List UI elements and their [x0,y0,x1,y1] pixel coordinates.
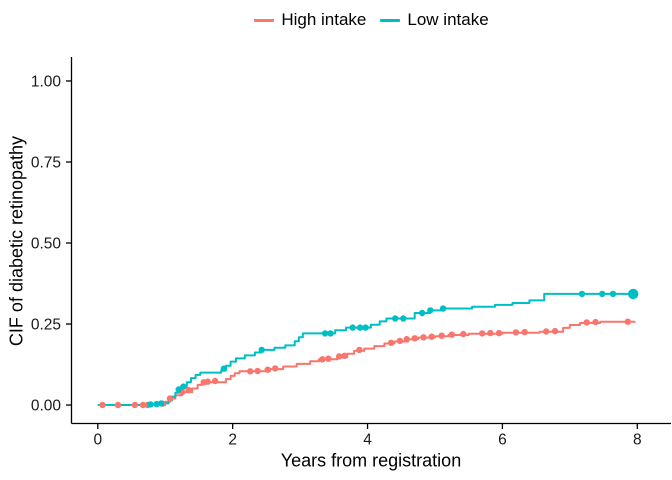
censor-marker-high-intake [114,401,122,409]
censor-marker-low-intake [153,400,160,408]
y-tick-label: 0.75 [31,154,61,171]
legend: High intake Low intake [71,10,672,30]
x-tick-label: 2 [228,432,237,449]
censor-marker-high-intake [592,318,599,326]
censor-marker-low-intake [419,309,426,317]
censor-marker-high-intake [521,328,528,336]
x-tick-label: 4 [363,432,372,449]
censor-marker-high-intake [264,366,271,373]
censor-marker-low-intake [356,324,364,331]
censor-marker-high-intake [543,328,550,335]
censor-marker-high-intake [583,319,590,326]
censor-marker-high-intake [487,329,494,337]
censor-marker-low-intake [599,290,606,298]
censor-marker-high-intake [479,330,486,337]
censor-marker-low-intake [321,330,329,337]
end-marker-low-intake [628,288,639,300]
censor-marker-low-intake [349,324,356,331]
censor-marker-low-intake [175,386,182,393]
legend-label-high-intake: High intake [281,10,367,29]
censor-marker-low-intake [362,324,369,331]
censor-marker-high-intake [99,401,106,409]
censor-marker-high-intake [420,334,427,341]
censor-marker-high-intake [460,330,467,338]
x-axis-title: Years from registration [280,450,462,471]
y-tick-label: 0.00 [31,398,62,415]
censor-marker-high-intake [185,386,192,394]
censor-marker-high-intake [139,401,147,409]
censor-marker-high-intake [272,365,279,372]
censor-marker-high-intake [341,352,348,359]
x-tick-label: 0 [93,432,102,449]
censor-marker-high-intake [166,395,174,402]
y-axis-title: CIF of diabetic retinopathy [6,135,27,347]
censor-marker-high-intake [448,331,455,338]
censor-marker-high-intake [254,367,261,375]
censor-marker-high-intake [131,401,139,409]
censor-marker-low-intake [258,346,265,354]
censor-marker-high-intake [411,335,418,342]
censor-marker-low-intake [427,307,434,314]
censor-marker-low-intake [578,290,586,298]
legend-item-high-intake: High intake [254,10,366,30]
legend-key-line-high-intake [254,18,275,22]
censor-marker-low-intake [147,401,154,408]
x-tick-label: 6 [498,432,507,449]
censor-marker-low-intake [180,383,187,390]
censor-marker-high-intake [356,346,363,354]
censor-marker-low-intake [400,315,407,322]
censor-marker-high-intake [438,332,445,339]
censor-marker-high-intake [495,329,503,337]
censor-marker-high-intake [624,318,631,325]
censor-marker-high-intake [336,353,343,360]
censor-marker-high-intake [428,333,435,340]
censor-marker-high-intake [325,355,332,362]
y-tick-label: 1.00 [31,73,62,90]
censor-marker-high-intake [512,329,520,336]
censor-marker-high-intake [403,336,410,343]
y-tick-label: 0.50 [31,236,62,253]
censor-marker-high-intake [211,377,219,385]
censor-marker-high-intake [204,378,211,385]
censor-marker-high-intake [396,337,404,345]
legend-label-low-intake: Low intake [407,10,489,29]
censor-marker-low-intake [609,290,617,298]
censor-marker-low-intake [392,315,399,322]
censor-marker-low-intake [327,330,334,337]
legend-key-line-low-intake [380,18,401,22]
censor-marker-high-intake [247,368,254,375]
censor-marker-high-intake [387,339,395,346]
censor-marker-high-intake [319,356,326,363]
x-tick-label: 8 [633,432,642,449]
y-tick-label: 0.25 [31,317,61,334]
censor-marker-low-intake [439,305,447,312]
censor-marker-low-intake [220,365,228,372]
legend-item-low-intake: Low intake [380,10,489,30]
censor-marker-high-intake [551,327,559,335]
censor-marker-low-intake [158,400,165,407]
